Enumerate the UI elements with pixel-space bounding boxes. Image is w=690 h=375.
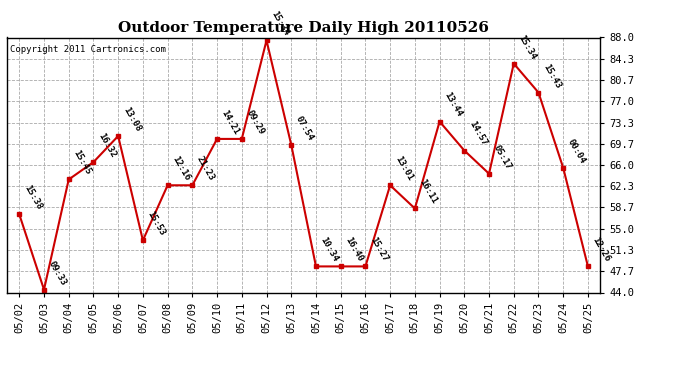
Text: 21:23: 21:23 [195,155,217,183]
Text: 15:34: 15:34 [517,33,538,61]
Text: 15:43: 15:43 [541,62,562,90]
Text: 09:33: 09:33 [47,259,68,287]
Text: 09:29: 09:29 [244,108,266,136]
Text: Copyright 2011 Cartronics.com: Copyright 2011 Cartronics.com [10,45,166,54]
Text: 14:57: 14:57 [467,120,489,148]
Text: 07:54: 07:54 [294,114,315,142]
Text: 13:01: 13:01 [393,155,414,183]
Text: 13:44: 13:44 [442,91,464,119]
Text: 16:40: 16:40 [344,236,365,264]
Text: 15:45: 15:45 [72,149,92,177]
Text: 15:34: 15:34 [269,10,290,38]
Text: 15:53: 15:53 [146,210,167,238]
Text: 14:21: 14:21 [220,108,241,136]
Title: Outdoor Temperature Daily High 20110526: Outdoor Temperature Daily High 20110526 [118,21,489,35]
Text: 00:04: 00:04 [566,137,587,165]
Text: 05:17: 05:17 [492,143,513,171]
Text: 15:27: 15:27 [368,236,389,264]
Text: 12:16: 12:16 [170,155,192,183]
Text: 16:11: 16:11 [417,178,439,206]
Text: 16:32: 16:32 [96,132,117,159]
Text: 10:34: 10:34 [319,236,340,264]
Text: 12:26: 12:26 [591,236,612,264]
Text: 15:38: 15:38 [22,184,43,211]
Text: 13:08: 13:08 [121,105,142,133]
